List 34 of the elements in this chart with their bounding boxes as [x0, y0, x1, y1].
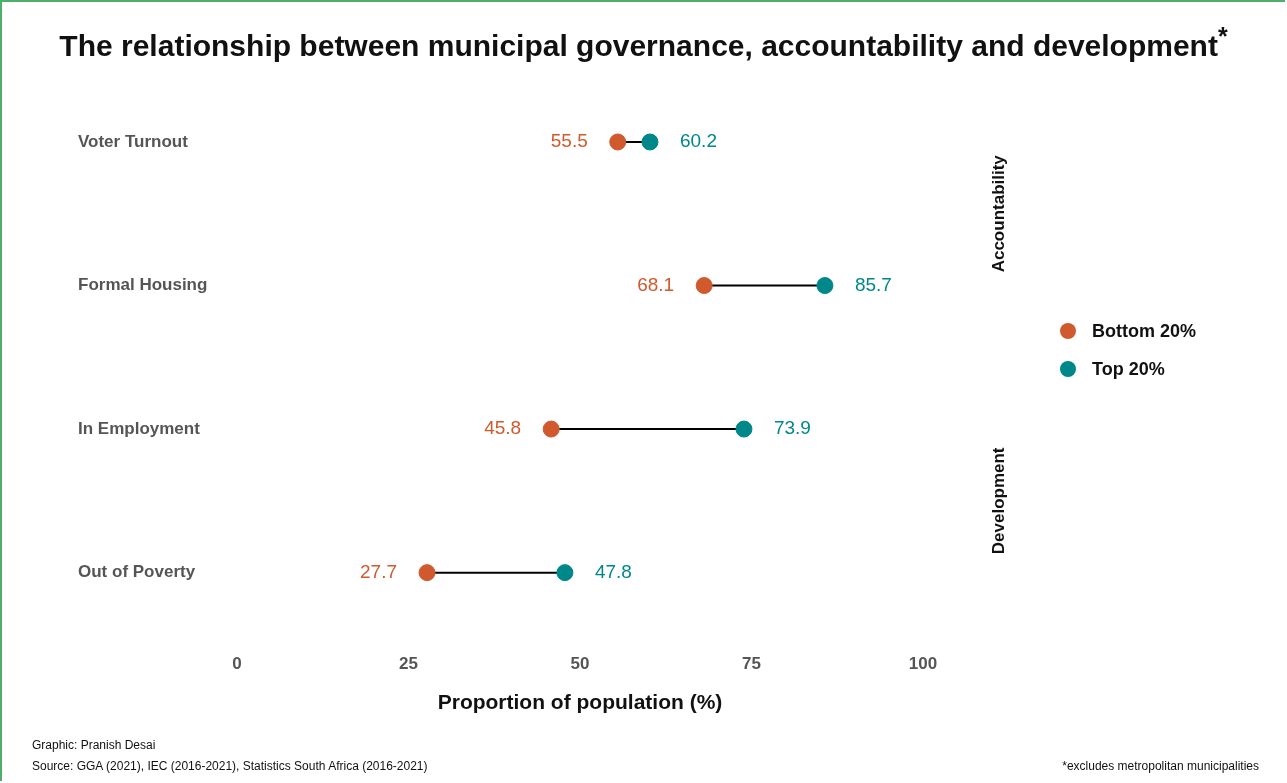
point: [418, 564, 436, 582]
chart-title: The relationship between municipal governance, accountability and development$^{*}$: [58, 22, 1229, 63]
y-tick-label: Formal Housing: [78, 275, 208, 295]
data-label: 68.1: [637, 273, 675, 295]
point: [542, 420, 560, 438]
point: [609, 133, 627, 151]
text: *excludes metropolitan municipalities: [1062, 759, 1259, 773]
point: [695, 277, 713, 295]
x-tick-label: 25: [399, 654, 418, 674]
data-label: 27.7: [360, 560, 398, 582]
data-label: 45.8: [484, 417, 522, 439]
point: [735, 420, 753, 438]
point: [556, 564, 574, 582]
x-tick-label: 75: [742, 654, 761, 674]
legend-label: Bottom 20%: [1092, 320, 1197, 342]
y-tick-label: Out of Poverty: [78, 562, 196, 582]
text: Graphic: Pranish Desai: [32, 738, 156, 752]
text: Development: [988, 447, 1008, 555]
point: [816, 277, 834, 295]
point: [641, 133, 659, 151]
data-label: 47.8: [594, 560, 632, 582]
x-tick-label: 50: [570, 654, 590, 674]
x-tick-label: 0: [232, 654, 242, 674]
x-axis-title: Proportion of population (%): [437, 690, 723, 714]
y-tick-label: Voter Turnout: [78, 131, 189, 151]
text: Accountability: [988, 154, 1008, 273]
x-tick-label: 100: [908, 654, 938, 674]
data-label: 73.9: [773, 417, 811, 439]
y-tick-label: In Employment: [78, 418, 201, 438]
source-note: Source: GGA (2021), IEC (2016-2021), Statistics South Africa (2016-2021): [32, 759, 428, 773]
data-label: 85.7: [854, 273, 892, 295]
data-label: 55.5: [550, 130, 588, 152]
data-label: 60.2: [679, 130, 717, 152]
legend-label: Top 20%: [1092, 358, 1165, 380]
